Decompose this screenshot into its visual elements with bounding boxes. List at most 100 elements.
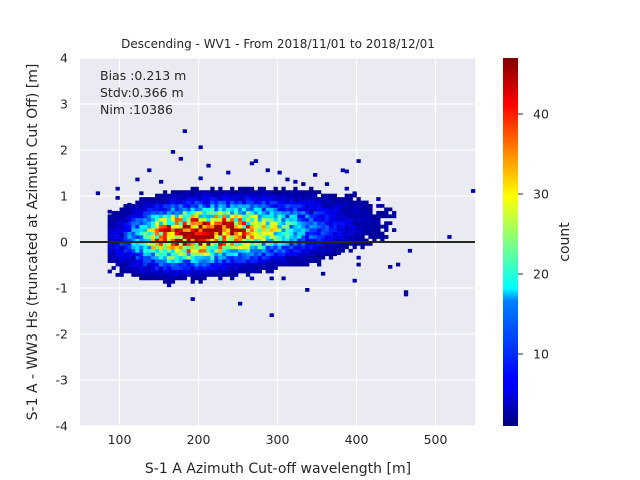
heatmap-cell [182, 276, 187, 281]
heatmap-cell [115, 217, 120, 222]
heatmap-cell [226, 266, 231, 270]
heatmap-cell [241, 207, 247, 212]
heatmap-cell [143, 210, 148, 215]
heatmap-cell [190, 186, 195, 191]
heatmap-cell [241, 242, 247, 246]
heatmap-cell [135, 248, 140, 253]
heatmap-cell [210, 248, 215, 253]
heatmap-cell [198, 217, 203, 222]
heatmap-cell [170, 238, 176, 243]
heatmap-cell [218, 186, 223, 191]
heatmap-cell [313, 224, 318, 229]
heatmap-cell [115, 221, 120, 226]
heatmap-cell [372, 235, 377, 239]
heatmap-cell [277, 193, 282, 198]
heatmap-cell [245, 197, 251, 201]
heatmap-cell [210, 255, 215, 260]
heatmap-cell [178, 231, 183, 236]
heatmap-cell [257, 193, 262, 198]
heatmap-cell [202, 248, 207, 253]
heatmap-cell [178, 238, 183, 243]
heatmap-cell [174, 224, 180, 229]
heatmap-cell [289, 210, 294, 215]
heatmap-cell [356, 242, 361, 246]
heatmap-cell [111, 252, 116, 257]
heatmap-cell [245, 231, 251, 236]
heatmap-cell [285, 224, 290, 229]
heatmap-cell [107, 252, 112, 257]
heatmap-cell [139, 269, 144, 274]
y-tick-label: -1 [56, 281, 68, 296]
heatmap-cell [384, 214, 389, 219]
heatmap-cell [218, 245, 223, 250]
heatmap-cell [265, 255, 270, 260]
heatmap-cell [344, 221, 349, 226]
heatmap-cell [281, 245, 286, 250]
heatmap-cell [162, 262, 168, 267]
heatmap-cell [253, 190, 259, 194]
heatmap-cell [257, 252, 262, 257]
heatmap-cell [328, 214, 334, 219]
heatmap-cell [332, 207, 338, 212]
heatmap-cell [194, 262, 199, 267]
heatmap-cell [143, 276, 148, 281]
heatmap-cell [119, 262, 124, 267]
heatmap-cell [234, 238, 239, 243]
heatmap-cell [253, 242, 259, 246]
heatmap-cell [249, 235, 255, 239]
x-axis-label: S-1 A Azimuth Cut-off wavelength [m] [145, 461, 411, 477]
heatmap-cell [190, 207, 195, 212]
heatmap-cell [147, 228, 152, 232]
heatmap-cell [313, 210, 318, 215]
heatmap-cell [249, 259, 255, 263]
heatmap-cell [301, 210, 306, 215]
heatmap-cell [159, 276, 164, 281]
heatmap-cell [281, 197, 286, 201]
heatmap-cell [143, 245, 148, 250]
heatmap-cell [143, 273, 148, 277]
heatmap-cell [139, 252, 144, 257]
heatmap-cell [352, 200, 357, 205]
heatmap-cell [139, 200, 144, 205]
heatmap-cell [245, 224, 251, 229]
heatmap-cell [313, 248, 318, 253]
heatmap-cell [249, 266, 255, 270]
heatmap-cell [269, 269, 274, 274]
heatmap-cell [340, 238, 345, 243]
heatmap-cell [328, 231, 334, 236]
heatmap-cell [143, 235, 148, 239]
heatmap-cell [285, 262, 290, 267]
heatmap-cell [135, 210, 140, 215]
heatmap-cell [364, 217, 369, 222]
heatmap-cell [289, 190, 294, 194]
heatmap-cell [111, 245, 116, 250]
y-tick-label: 4 [60, 51, 68, 66]
heatmap-cell [182, 207, 187, 212]
heatmap-cell [301, 231, 306, 236]
heatmap-cell [123, 238, 128, 243]
heatmap-cell [135, 200, 140, 205]
heatmap-cell [182, 231, 187, 236]
heatmap-cell [289, 235, 294, 239]
heatmap-cell [166, 283, 172, 288]
heatmap-cell [151, 259, 156, 263]
heatmap-cell [324, 193, 330, 198]
heatmap-cell [135, 273, 140, 277]
heatmap-cell [317, 231, 322, 236]
heatmap-cell [269, 276, 274, 281]
heatmap-cell [186, 193, 191, 198]
heatmap-cell [309, 209, 314, 214]
heatmap-cell [241, 262, 247, 267]
heatmap-cell [289, 204, 294, 208]
heatmap-cell [360, 214, 365, 219]
heatmap-cell [384, 210, 389, 215]
heatmap-cell [253, 217, 259, 222]
heatmap-cell [170, 231, 176, 236]
y-tick-label: -4 [56, 419, 69, 434]
heatmap-cell [253, 255, 259, 260]
heatmap-cell [159, 245, 164, 250]
heatmap-cell [222, 228, 227, 232]
heatmap-cell [226, 214, 231, 219]
heatmap-cell [297, 238, 302, 243]
heatmap-cell [293, 259, 298, 263]
